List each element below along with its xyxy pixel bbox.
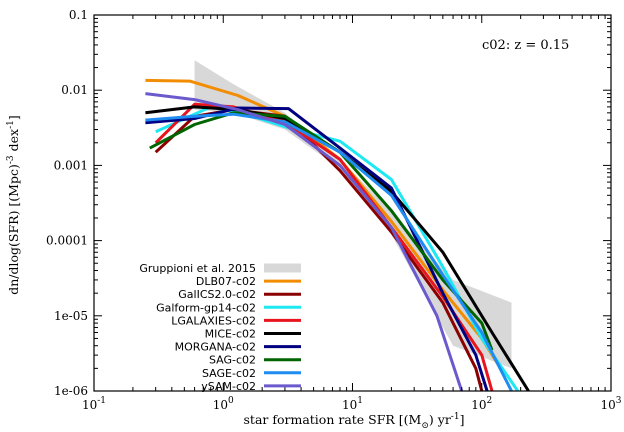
legend-label: SAG-c02	[209, 354, 256, 367]
y-tick-label: 1e-06	[54, 384, 88, 398]
observed-band	[194, 60, 512, 369]
legend-label: MICE-c02	[205, 328, 256, 341]
x-tick-label: 101	[342, 396, 363, 412]
axes-layer: 10-1 100 101 102 103 0.1 0.01 0.001 0.0001 1e-05 1…	[46, 8, 622, 412]
observed-band-layer	[194, 60, 512, 369]
legend-label: Galform-gp14-c02	[156, 301, 256, 314]
x-axis-label: star formation rate SFR [(M⊙) yr-1]	[244, 412, 465, 431]
legend-label: GalICS2.0-c02	[178, 288, 256, 301]
series-line-lgalaxies-c02	[154, 102, 494, 391]
x-tick-label: 102	[471, 396, 492, 412]
series-layer	[145, 78, 530, 391]
series-line-ysam-c02	[145, 92, 464, 391]
x-tick-label: 100	[213, 396, 234, 412]
legend-label: MORGANA-c02	[175, 341, 256, 354]
y-tick-label: 1e-05	[54, 309, 88, 323]
legend-label: LGALAXIES-c02	[171, 314, 256, 327]
series-line-sage-c02	[145, 112, 513, 391]
y-axis-label: dn/dlog(SFR) [(Mpc)-3 dex-1]	[6, 115, 21, 295]
legend-label: Gruppioni et al. 2015	[139, 262, 256, 275]
plot-frame	[93, 14, 612, 392]
y-tick-label: 0.0001	[46, 234, 88, 248]
y-tick-label: 0.001	[54, 158, 88, 172]
x-tick-label: 10-1	[82, 396, 106, 412]
legend-label: ySAM-c02	[201, 380, 256, 393]
legend-label: SAGE-c02	[202, 367, 256, 380]
legend-swatch-band	[264, 263, 301, 273]
legend-label: DLB07-c02	[196, 275, 256, 288]
y-tick-label: 0.01	[61, 83, 88, 97]
annotation: c02: z = 0.15	[482, 38, 569, 53]
y-tick-label: 0.1	[69, 8, 88, 22]
x-tick-label: 103	[600, 396, 621, 412]
legend: Gruppioni et al. 2015DLB07-c02GalICS2.0-…	[139, 262, 301, 393]
